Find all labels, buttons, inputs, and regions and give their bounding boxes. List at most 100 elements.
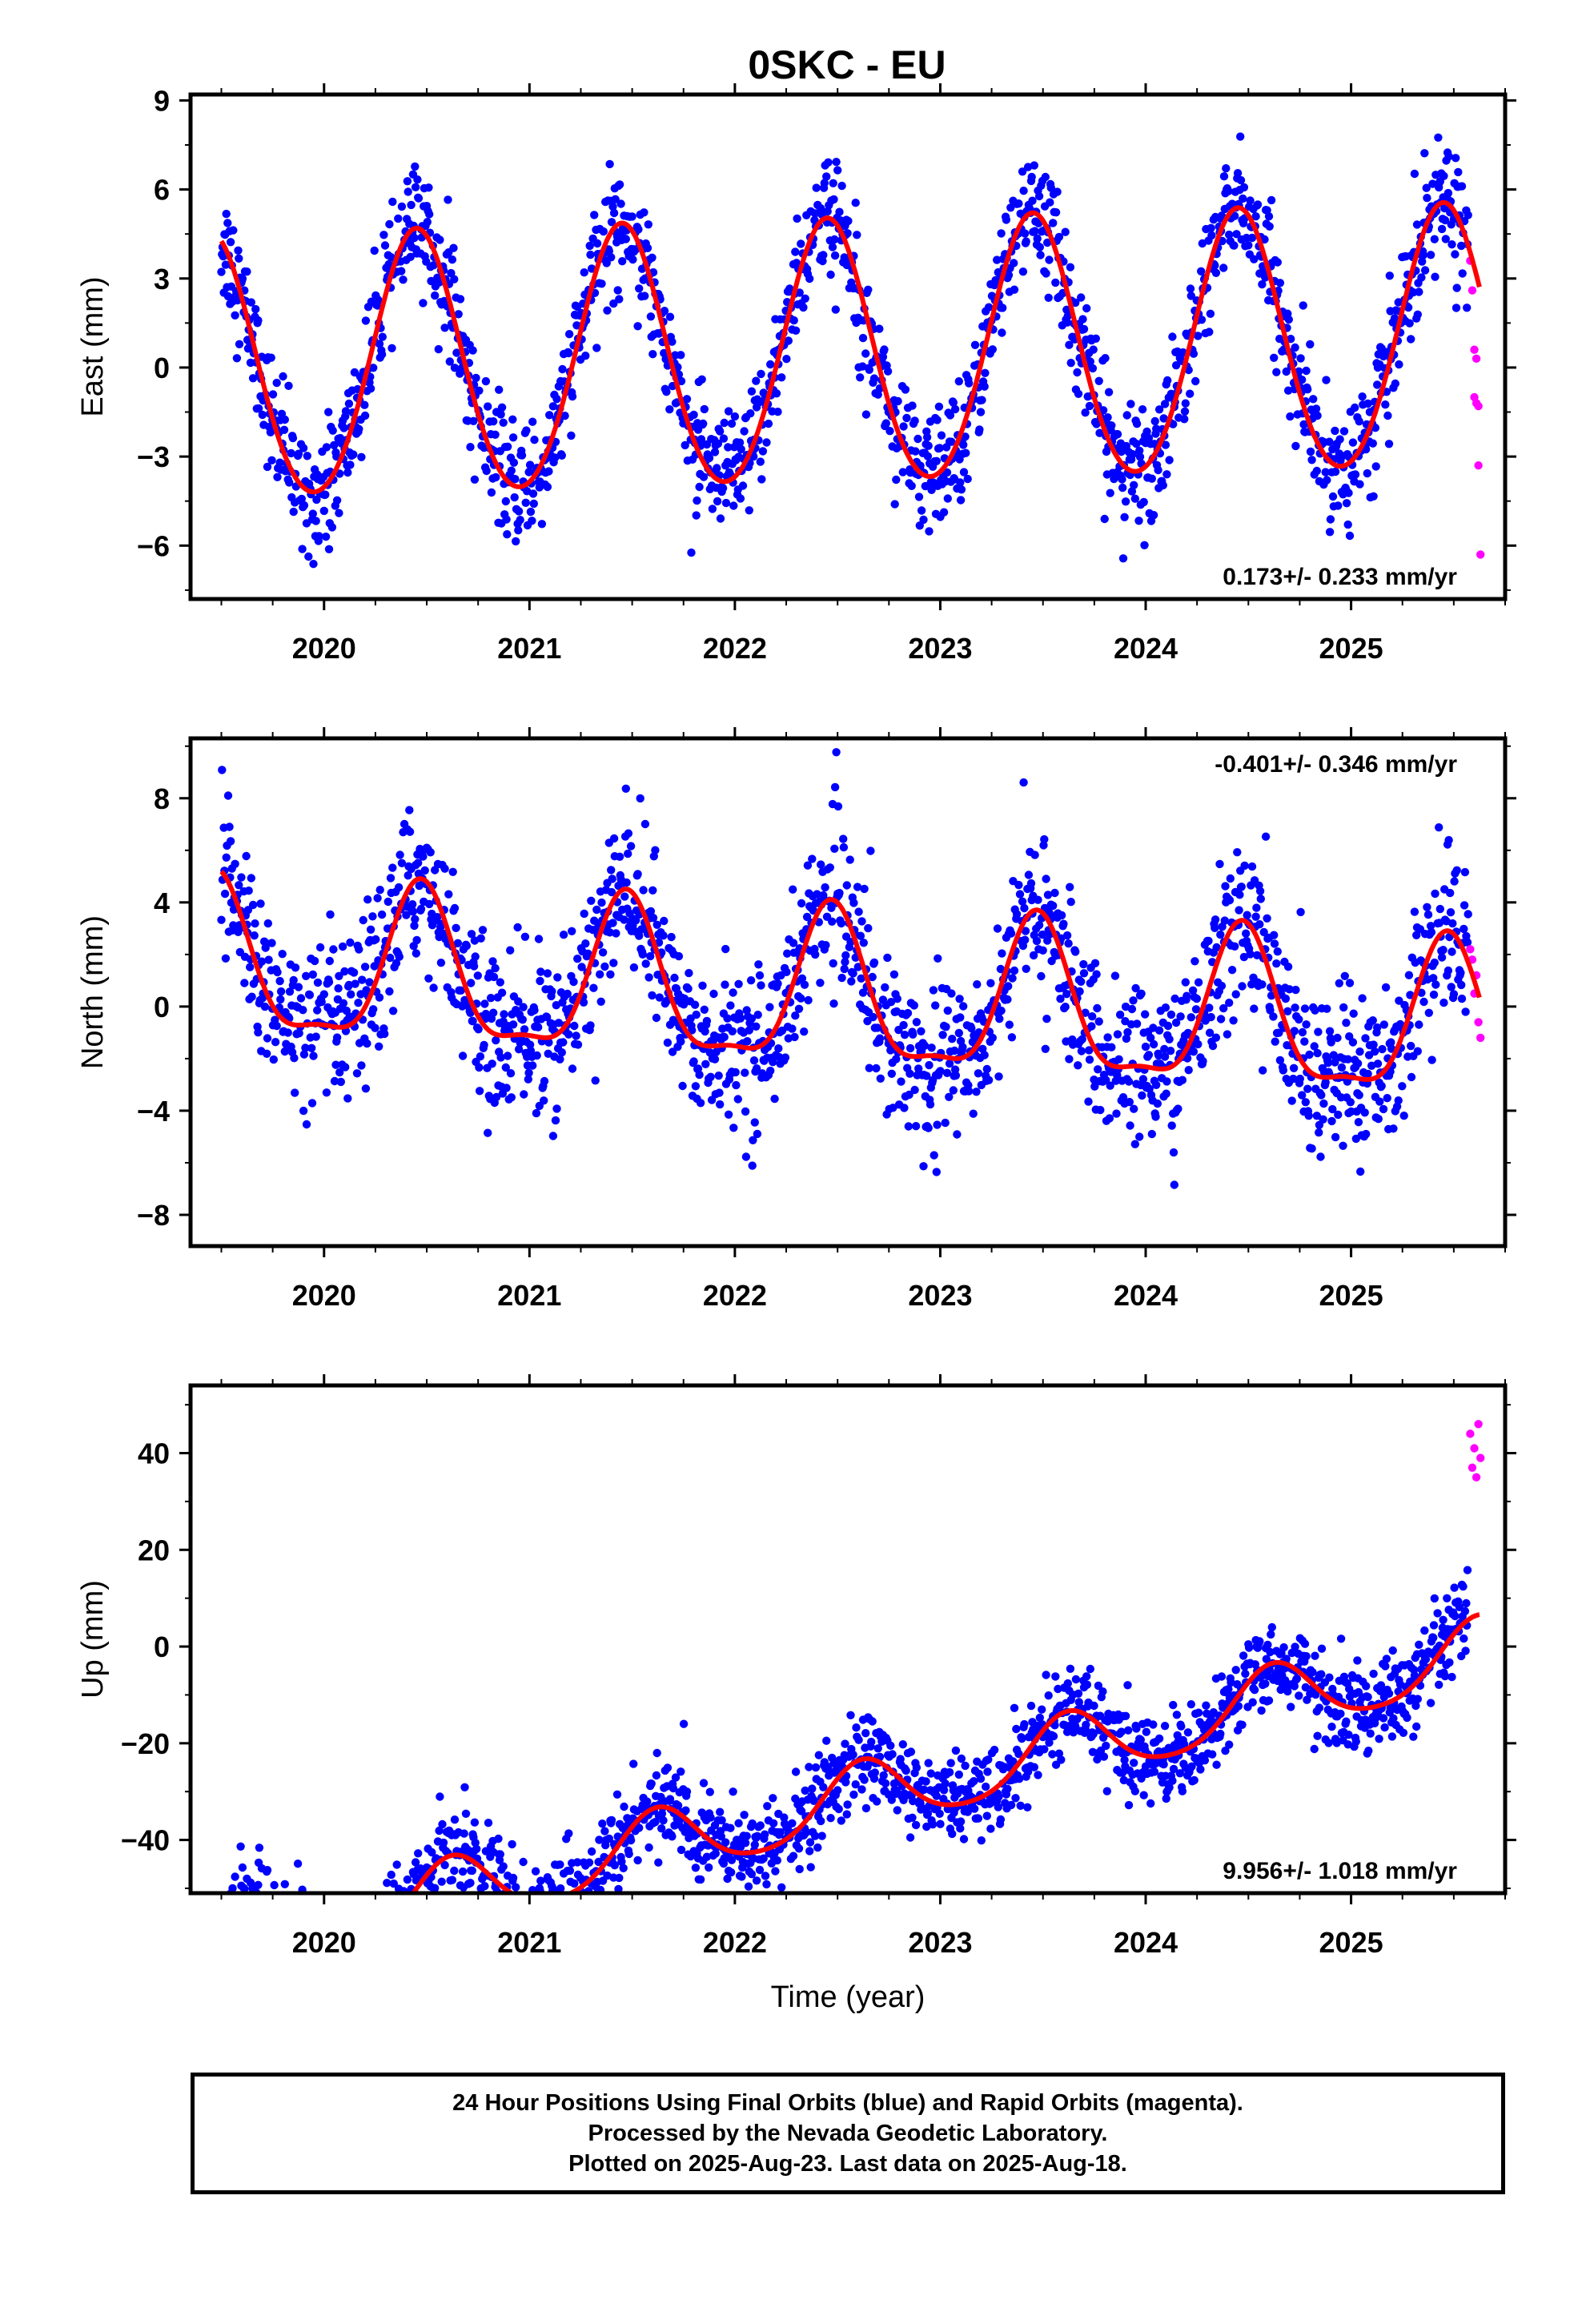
north-final-point — [830, 844, 839, 854]
north-final-point — [453, 939, 463, 948]
north-final-point — [797, 994, 805, 1003]
up-final-point — [911, 1820, 921, 1830]
east-rapid-point — [1468, 286, 1477, 295]
north-final-point — [332, 1033, 342, 1042]
east-final-point — [648, 253, 656, 262]
up-final-point — [508, 1839, 516, 1849]
up-final-point — [841, 1778, 850, 1787]
up-final-point — [231, 1948, 239, 1956]
east-final-point — [444, 195, 452, 204]
east-final-point — [1094, 376, 1103, 385]
north-final-point — [1066, 883, 1074, 891]
north-final-point — [1192, 994, 1202, 1003]
up-final-point — [519, 1908, 527, 1916]
up-final-point — [833, 1786, 842, 1795]
east-final-point — [509, 458, 519, 467]
north-final-point — [408, 907, 418, 916]
east-final-point — [1118, 475, 1126, 484]
up-final-point — [273, 1951, 281, 1959]
east-final-point — [229, 226, 238, 235]
north-final-point — [1314, 1027, 1323, 1036]
north-final-point — [1460, 867, 1470, 877]
up-final-point — [526, 1916, 534, 1924]
north-final-point — [606, 970, 615, 979]
north-final-point — [244, 887, 253, 895]
up-final-point — [228, 1964, 236, 1972]
east-final-point — [1140, 541, 1149, 549]
east-final-point — [567, 431, 576, 440]
north-final-point — [997, 1006, 1006, 1015]
north-final-point — [426, 848, 435, 857]
east-final-point — [1351, 403, 1359, 412]
north-final-point — [231, 859, 239, 869]
north-final-point — [1300, 1037, 1309, 1046]
east-final-point — [456, 295, 465, 304]
north-final-point — [700, 1005, 709, 1015]
north-final-point — [612, 929, 620, 938]
north-final-point — [1307, 1144, 1316, 1153]
north-final-point — [726, 1001, 735, 1010]
up-final-point — [450, 1815, 460, 1824]
north-final-point — [1452, 866, 1461, 875]
east-final-point — [544, 467, 553, 476]
north-final-point — [860, 884, 869, 894]
north-final-point — [942, 1068, 952, 1078]
east-final-point — [829, 195, 838, 204]
east-final-point — [901, 385, 910, 394]
east-final-point — [1384, 440, 1394, 448]
east-final-point — [1358, 392, 1367, 401]
up-final-point — [257, 1908, 265, 1916]
north-final-point — [741, 1152, 751, 1161]
east-final-point — [472, 373, 480, 383]
up-final-point — [879, 1771, 888, 1780]
east-final-point — [716, 427, 725, 436]
up-final-point — [234, 1932, 242, 1940]
north-final-point — [651, 846, 660, 854]
east-final-point — [1134, 517, 1143, 525]
east-final-point — [710, 448, 720, 456]
north-final-point — [1435, 823, 1443, 832]
north-final-point — [813, 890, 821, 899]
east-final-point — [1035, 243, 1045, 251]
up-final-point — [559, 1903, 567, 1911]
up-final-point — [806, 1863, 815, 1872]
north-final-point — [572, 1031, 580, 1040]
up-final-point — [502, 1898, 510, 1906]
up-final-point — [873, 1744, 882, 1753]
up-final-point — [260, 1928, 268, 1936]
north-final-point — [1423, 903, 1431, 912]
east-final-point — [829, 179, 837, 187]
east-final-point — [740, 427, 749, 436]
east-final-point — [959, 440, 968, 449]
north-final-point — [544, 1049, 552, 1059]
up-final-point — [496, 1850, 504, 1859]
east-final-point — [1381, 400, 1390, 409]
up-final-point — [283, 1905, 291, 1913]
north-final-point — [1038, 946, 1047, 955]
north-final-point — [624, 849, 632, 858]
north-final-point — [816, 860, 825, 869]
east-final-point — [1189, 349, 1199, 358]
north-final-point — [1094, 1017, 1103, 1026]
east-final-point — [1028, 196, 1037, 205]
north-final-point — [1003, 995, 1012, 1004]
east-final-point — [1006, 203, 1015, 212]
north-final-point — [636, 794, 644, 803]
east-final-point — [273, 472, 282, 481]
north-final-point — [1404, 971, 1414, 979]
north-final-point — [1447, 947, 1456, 956]
north-final-point — [1151, 1112, 1160, 1121]
up-final-point — [494, 1834, 503, 1844]
north-final-point — [302, 971, 311, 981]
east-final-point — [757, 475, 766, 484]
up-final-point — [369, 1923, 377, 1931]
north-final-point — [518, 1015, 527, 1024]
up-final-point — [381, 1921, 389, 1929]
east-final-point — [1062, 305, 1071, 314]
north-final-point — [275, 976, 284, 986]
north-final-point — [875, 1034, 885, 1043]
up-final-point — [238, 1863, 247, 1872]
east-final-point — [349, 450, 358, 459]
north-final-point — [1381, 983, 1391, 992]
north-final-point — [1229, 1016, 1238, 1025]
